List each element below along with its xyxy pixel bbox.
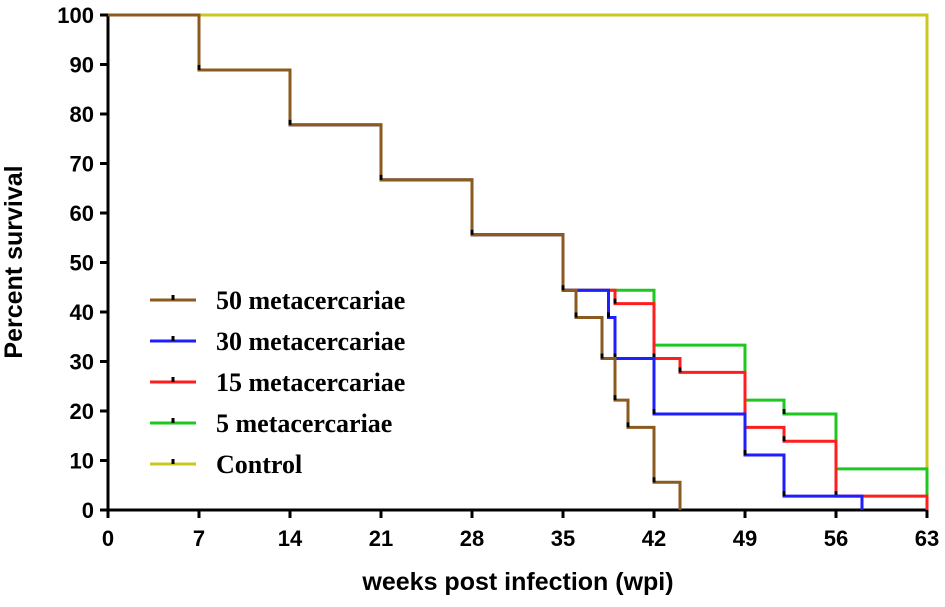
y-tick-label: 0 bbox=[82, 498, 94, 523]
x-tick-label: 28 bbox=[460, 526, 484, 551]
y-tick-label: 30 bbox=[70, 350, 94, 375]
y-tick-label: 100 bbox=[57, 3, 94, 28]
x-tick-label: 56 bbox=[824, 526, 848, 551]
x-tick-label: 63 bbox=[915, 526, 939, 551]
y-tick-label: 40 bbox=[70, 300, 94, 325]
x-tick-label: 0 bbox=[102, 526, 114, 551]
legend: 50 metacercariae 30 metacercariae 15 metac… bbox=[150, 286, 405, 479]
legend-label-control: Control bbox=[216, 450, 302, 479]
x-tick-label: 14 bbox=[278, 526, 303, 551]
x-tick-label: 42 bbox=[642, 526, 666, 551]
x-tick-label: 21 bbox=[369, 526, 393, 551]
y-tick-label: 50 bbox=[70, 251, 94, 276]
y-axis-label: Percent survival bbox=[0, 165, 28, 358]
y-tick-label: 60 bbox=[70, 201, 94, 226]
legend-label-30-metacercariae: 30 metacercariae bbox=[216, 327, 405, 356]
x-tick-label: 7 bbox=[193, 526, 205, 551]
legend-label-15-metacercariae: 15 metacercariae bbox=[216, 368, 405, 397]
legend-label-5-metacercariae: 5 metacercariae bbox=[216, 409, 392, 438]
x-tick-label: 35 bbox=[551, 526, 575, 551]
y-tick-label: 70 bbox=[70, 152, 94, 177]
y-tick-label: 90 bbox=[70, 53, 94, 78]
x-tick-label: 49 bbox=[733, 526, 757, 551]
series-line-50-metacercariae bbox=[108, 13, 682, 510]
axes-layer: 0 10 20 30 40 50 60 70 80 90 100 0 7 14 21 28 35 42 49 56 63 bbox=[57, 3, 939, 551]
x-axis-label: weeks post infection (wpi) bbox=[361, 568, 673, 596]
y-tick-label: 10 bbox=[70, 449, 94, 474]
series-layer bbox=[108, 13, 929, 510]
series-line-control bbox=[108, 13, 929, 510]
y-tick-label: 80 bbox=[70, 102, 94, 127]
y-tick-label: 20 bbox=[70, 399, 94, 424]
legend-label-50-metacercariae: 50 metacercariae bbox=[216, 286, 405, 315]
